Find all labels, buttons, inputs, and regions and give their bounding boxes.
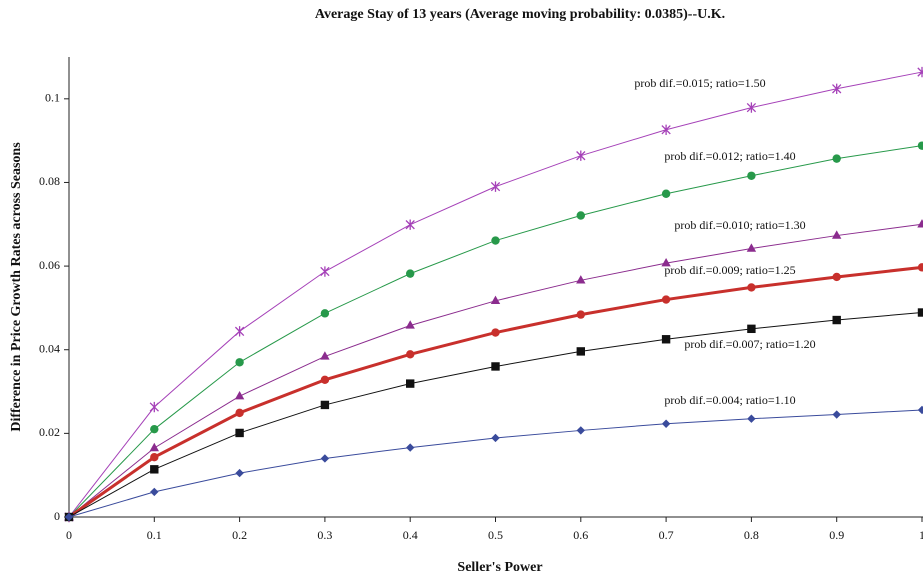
marker [832, 230, 842, 239]
marker [576, 275, 586, 284]
marker [406, 350, 415, 359]
y-tick-label: 0.1 [45, 91, 60, 105]
marker [235, 408, 244, 418]
x-tick-label: 0.3 [317, 528, 332, 542]
marker [320, 454, 330, 463]
marker [149, 442, 159, 452]
marker [832, 83, 842, 94]
marker [149, 401, 159, 413]
x-tick-label: 0.1 [147, 528, 162, 542]
marker [490, 295, 501, 304]
marker [490, 181, 501, 192]
marker [576, 347, 585, 356]
marker [235, 468, 244, 478]
marker [747, 283, 756, 292]
marker [234, 390, 245, 400]
marker [746, 243, 757, 252]
marker [661, 189, 671, 198]
marker [917, 219, 923, 228]
x-tick-label: 0.2 [232, 528, 247, 542]
series-annotation: prob dif.=0.009; ratio=1.25 [664, 263, 795, 277]
series-annotation: prob dif.=0.004; ratio=1.10 [664, 393, 795, 407]
marker [917, 405, 923, 415]
series-line [68, 71, 923, 518]
x-axis-title: Seller's Power [457, 560, 542, 575]
y-tick-label: 0.06 [39, 258, 60, 272]
y-axis-title: Difference in Price Growth Rates across … [9, 142, 24, 432]
marker [491, 236, 500, 245]
x-tick-label: 0.8 [744, 528, 759, 542]
marker [150, 487, 159, 497]
marker [150, 453, 159, 462]
marker [234, 326, 245, 337]
marker [576, 426, 585, 435]
marker [64, 512, 74, 522]
chart-title: Average Stay of 13 years (Average moving… [315, 7, 725, 22]
y-tick-label: 0.08 [39, 174, 60, 188]
marker [320, 309, 330, 318]
marker [832, 315, 841, 325]
marker [747, 324, 756, 334]
x-tick-label: 0.4 [403, 528, 418, 542]
marker [406, 269, 415, 278]
marker [320, 400, 330, 410]
marker [917, 308, 923, 317]
marker [832, 410, 841, 419]
marker [661, 295, 671, 304]
marker [235, 358, 244, 367]
marker [491, 328, 500, 337]
series-annotation: prob dif.=0.015; ratio=1.50 [634, 76, 765, 90]
marker [491, 362, 500, 371]
marker [150, 424, 159, 434]
marker [661, 257, 671, 267]
marker [491, 433, 500, 443]
marker [832, 272, 841, 282]
marker [917, 66, 923, 78]
marker [746, 102, 757, 113]
marker [406, 443, 415, 452]
series-annotation: prob dif.=0.007; ratio=1.20 [684, 337, 815, 351]
marker [747, 414, 756, 423]
series-line [68, 409, 923, 518]
y-tick-label: 0.04 [39, 341, 60, 355]
x-tick-label: 0.5 [488, 528, 503, 542]
marker [576, 310, 585, 319]
x-tick-label: 0.7 [659, 528, 674, 542]
marker [917, 141, 923, 150]
x-tick-label: 1 [919, 528, 923, 542]
marker [576, 211, 585, 220]
marker [320, 375, 330, 385]
marker [661, 124, 671, 135]
marker [150, 465, 159, 474]
marker [917, 263, 923, 272]
marker [576, 150, 586, 161]
marker [235, 428, 244, 438]
marker [405, 320, 415, 329]
x-tick-label: 0.6 [573, 528, 588, 542]
marker [747, 171, 756, 180]
x-tick-label: 0 [66, 528, 72, 542]
series-annotation: prob dif.=0.012; ratio=1.40 [664, 149, 795, 163]
marker [832, 154, 841, 163]
y-tick-label: 0.02 [39, 425, 60, 439]
y-tick-label: 0 [54, 509, 60, 523]
x-tick-label: 0.9 [829, 528, 844, 542]
series-annotation: prob dif.=0.010; ratio=1.30 [674, 218, 805, 232]
marker [661, 335, 671, 344]
marker [320, 266, 330, 277]
marker [661, 419, 671, 428]
marker [320, 351, 330, 360]
marker [406, 379, 415, 388]
marker [405, 219, 415, 230]
